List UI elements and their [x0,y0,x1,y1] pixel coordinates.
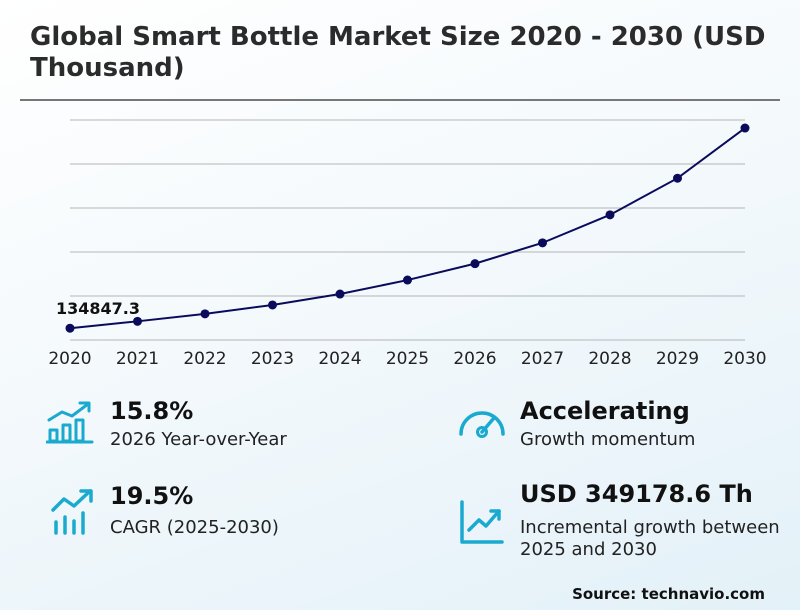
source-credit: Source: technavio.com [572,585,765,603]
speedometer-icon [459,411,505,438]
data-point-2021 [133,316,142,326]
x-tick-label-2021: 2021 [116,349,159,369]
stat-momentum-label: Growth momentum [520,429,696,450]
stat-incremental-value: USD 349178.6 Th [520,480,753,508]
stat-yoy-value: 15.8% [110,397,194,425]
stat-cagr-label: CAGR (2025-2030) [110,517,279,538]
chart-title: Global Smart Bottle Market Size 2020 - 2… [30,22,766,83]
x-tick-label-2024: 2024 [318,349,361,369]
stat-incremental-label: Incremental growth between 2025 and 2030 [520,517,780,560]
stat-momentum-value: Accelerating [520,397,690,425]
data-point-2020 [65,323,75,333]
x-tick-label-2029: 2029 [656,349,699,369]
trend-bars-icon [51,489,93,535]
data-point-2025 [403,275,412,285]
data-point-2029 [673,173,682,183]
data-point-2023 [268,300,277,310]
line-chart: 2020 2021 2022 2023 2024 2025 2026 2027 2028 2029… [48,119,767,369]
stat-yoy-label: 2026 Year-over-Year [110,429,287,450]
line-chart-frame-icon [460,500,504,544]
x-tick-label-2028: 2028 [588,349,631,369]
x-tick-label-2030: 2030 [723,349,766,369]
data-point-2027 [538,238,547,248]
bar-chart-growth-icon [46,401,94,444]
x-tick-label-2027: 2027 [521,349,564,369]
data-point-2030 [740,123,750,133]
x-tick-label-2022: 2022 [183,349,226,369]
x-tick-label-2023: 2023 [251,349,294,369]
stat-cagr-value: 19.5% [110,482,194,510]
data-point-2028 [605,210,615,220]
data-point-2026 [470,259,480,269]
data-label-2020: 134847.3 [56,299,140,318]
x-tick-label-2026: 2026 [453,349,496,369]
data-point-2022 [200,309,210,319]
data-point-2024 [335,289,345,299]
title-divider [20,99,780,101]
x-tick-label-2020: 2020 [48,349,91,369]
x-tick-label-2025: 2025 [386,349,429,369]
series-line [69,127,746,330]
